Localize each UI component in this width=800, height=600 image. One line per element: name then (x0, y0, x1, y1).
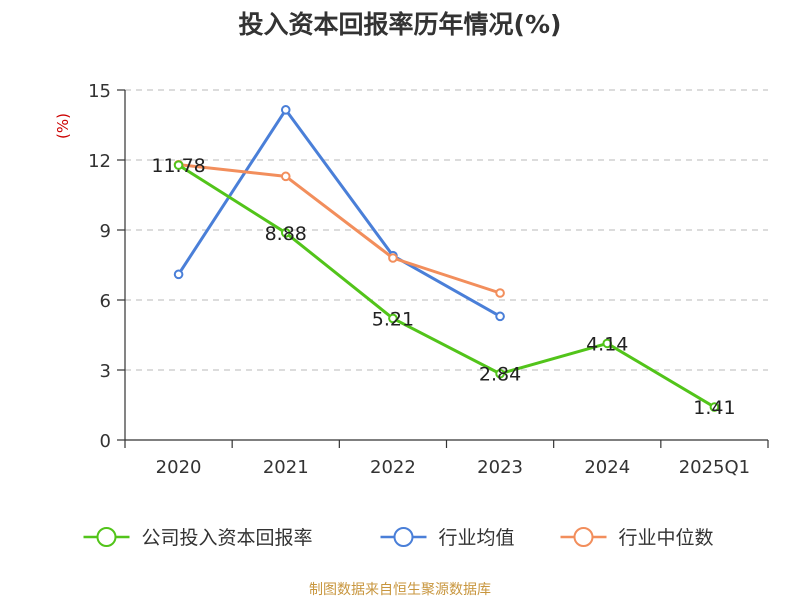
series-0-point (709, 402, 720, 412)
series-1-point (173, 269, 184, 280)
series-2-point (280, 171, 291, 182)
y-tick-label: 0 (100, 431, 111, 452)
series-0-point (280, 228, 291, 238)
y-tick-label: 15 (88, 81, 111, 102)
series-1-point (495, 311, 505, 322)
x-tick-label: 2025Q1 (679, 457, 750, 478)
legend-label-0: 公司投入资本回报率 (142, 527, 313, 549)
data-label: 1.41 (693, 397, 735, 419)
data-label: 8.88 (265, 223, 307, 245)
data-labels: 11.78 8.88 5.21 2.84 4.14 1.41 (151, 155, 735, 419)
y-tick-label: 9 (100, 221, 111, 242)
legend-label-1: 行业均值 (439, 527, 515, 549)
axes: 0 3 6 9 12 15 2020 2021 2022 2023 2024 2025Q1 (88, 81, 769, 478)
data-label: 2.84 (479, 364, 521, 386)
data-label: 4.14 (586, 333, 628, 355)
chart-title: 投入资本回报率历年情况(%) (239, 10, 562, 39)
y-tick-label: 6 (100, 291, 111, 312)
data-label: 11.78 (151, 155, 205, 177)
x-tick-label: 2020 (156, 457, 202, 478)
y-axis-unit-label: (%) (54, 113, 72, 139)
x-tick-label: 2022 (370, 457, 416, 478)
series-lines (173, 105, 720, 412)
series-line-0 (177, 163, 716, 409)
series-1-point (280, 105, 291, 115)
data-label: 5.21 (372, 308, 414, 330)
series-0-point (495, 368, 505, 379)
legend: 公司投入资本回报率 行业均值 行业中位数 (83, 527, 714, 549)
x-tick-label: 2024 (584, 457, 630, 478)
grid-lines (125, 89, 768, 371)
legend-swatch-marker-1 (393, 527, 414, 547)
series-0-point (602, 338, 613, 349)
y-tick-label: 3 (100, 361, 111, 382)
source-note: 制图数据来自恒生聚源数据库 (309, 582, 491, 598)
y-tick-label: 12 (88, 151, 111, 172)
legend-swatch-marker-2 (573, 527, 594, 547)
series-0-point (173, 160, 184, 170)
legend-swatch-marker-0 (96, 527, 117, 547)
series-0-point (388, 313, 398, 324)
series-line-1 (177, 108, 501, 318)
series-2-point (388, 253, 398, 263)
x-tick-label: 2023 (477, 457, 523, 478)
x-tick-label: 2021 (263, 457, 309, 478)
series-2-point (495, 288, 505, 298)
series-line-2 (178, 163, 501, 295)
legend-label-2: 行业中位数 (619, 527, 714, 549)
